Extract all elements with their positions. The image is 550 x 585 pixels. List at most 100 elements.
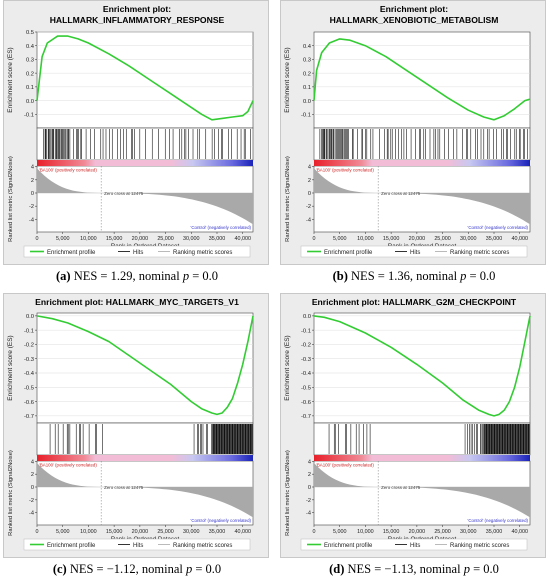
x-tick-label: 30,000 [460,529,477,535]
gsea-panel-b: Enrichment plot: HALLMARK_XENOBIOTIC_META… [277,0,550,292]
x-tick-label: 20,000 [409,529,426,535]
es-axis-label: Enrichment score (ES) [284,47,291,112]
panel-caption: (d) NES = −1.13, nominal p = 0.0 [277,559,550,579]
es-tick-label: 0.2 [26,71,34,77]
zero-cross-label: Zero cross at 12475 [381,485,421,490]
caption-nes: NES = 1.36, nominal [347,269,461,283]
es-tick-label: -0.7 [301,414,311,420]
es-tick-label: 0.3 [303,58,311,64]
x-tick-label: 15,000 [383,529,400,535]
legend-item-profile: Enrichment profile [324,543,373,549]
gsea-plot-svg: 0.5 0.4 0.3 0.2 0.1 0.0 -0.1 Enrichment score (… [7,30,254,258]
metric-tick-label: 2 [308,472,311,478]
es-tick-label: -0.2 [301,343,311,349]
metric-tick-label: 0 [308,485,311,491]
panel-caption: (a) NES = 1.29, nominal p = 0.0 [0,266,274,286]
legend-item-profile: Enrichment profile [47,543,96,549]
x-tick-label: 15,000 [383,236,400,242]
es-tick-label: -0.3 [24,357,34,363]
x-tick-label: 40,000 [234,236,251,242]
ranked-list-color-bar [37,455,253,461]
negatively-correlated-label: 'Control' (negatively correlated) [191,225,252,230]
es-tick-label: -0.7 [24,414,34,420]
x-tick-label: 35,000 [486,236,503,242]
metric-tick-label: 4 [31,165,34,171]
plot-title: Enrichment plot: [102,4,172,14]
metric-tick-label: -2 [306,498,311,504]
x-tick-label: 10,000 [357,529,374,535]
ranking-metric-area [37,168,253,225]
x-tick-label: 35,000 [209,529,226,535]
es-tick-label: 0.1 [303,85,311,91]
x-tick-label: 5,000 [333,236,347,242]
es-tick-label: 0.0 [303,314,311,320]
metric-tick-label: 2 [308,178,311,184]
es-plot-area [36,312,254,424]
positively-correlated-label: 'BA100' (positively correlated) [316,463,374,468]
ranked-list-color-bar [314,455,530,461]
es-tick-label: -0.1 [301,328,311,334]
x-tick-label: 40,000 [234,529,251,535]
caption-p-symbol: p [460,269,467,283]
metric-tick-label: -4 [306,511,311,517]
caption-p-symbol: p [186,562,193,576]
metric-tick-label: -2 [29,498,34,504]
es-tick-label: -0.2 [24,343,34,349]
x-tick-label: 5,000 [333,529,347,535]
metric-tick-label: 4 [31,459,34,465]
negatively-correlated-label: 'Control' (negatively correlated) [468,225,529,230]
metric-axis-label: Ranked list metric (Signal2Noise) [285,450,291,536]
caption-nes: NES = 1.29, nominal [70,269,183,283]
caption-p-symbol: p [182,269,190,283]
metric-tick-label: -2 [306,204,311,210]
legend-item-hits: Hits [133,250,143,256]
es-tick-label: -0.5 [24,385,34,391]
caption-label: (d) [329,562,345,576]
metric-axis-label: Ranked list metric (Signal2Noise) [285,156,291,242]
enrichment-profile-line [313,315,531,417]
x-tick-label: 25,000 [157,529,174,535]
x-tick-label: 20,000 [409,236,426,242]
legend-box [300,245,528,258]
plot-title: Enrichment plot: HALLMARK_MYC_TARGETS_V1 [35,297,239,307]
es-tick-label: -0.1 [24,112,34,118]
x-tick-label: 35,000 [209,236,226,242]
zero-cross-label: Zero cross at 12475 [104,191,144,196]
legend-item-hits: Hits [410,250,420,256]
x-tick-label: 0 [313,529,316,535]
plot-title: Enrichment plot: HALLMARK_G2M_CHECKPOINT [311,297,517,307]
plot-title: Enrichment plot: [379,4,449,14]
gsea-plot-svg: 0.0 -0.1 -0.2 -0.3 -0.4 -0.5 -0.6 -0.7 Enrichmen… [284,312,531,551]
metric-tick-label: 0 [308,191,311,197]
caption-p-value: = 0.0 [466,269,496,283]
caption-p-value: = 0.0 [192,562,222,576]
gsea-panel-a: Enrichment plot: HALLMARK_INFLAMMATORY_RE… [0,0,274,292]
ranking-metric-area [314,168,530,225]
x-tick-label: 15,000 [106,529,123,535]
gsea-panel-d: Enrichment plot: HALLMARK_G2M_CHECKPOINT… [277,293,550,585]
legend-item-metric: Ranking metric scores [173,250,232,256]
legend-box [23,245,251,258]
caption-label: (b) [332,269,348,283]
legend-box [23,538,251,551]
es-tick-label: -0.1 [24,328,34,334]
x-tick-label: 20,000 [132,236,149,242]
es-tick-label: -0.4 [24,371,35,377]
ranking-metric-area [37,463,253,518]
negatively-correlated-label: 'Control' (negatively correlated) [191,518,252,523]
x-tick-label: 25,000 [157,236,174,242]
legend-item-hits: Hits [133,543,143,549]
positively-correlated-label: 'BA100' (positively correlated) [39,463,97,468]
x-tick-label: 40,000 [511,529,527,535]
x-tick-label: 5,000 [56,529,70,535]
legend-item-metric: Ranking metric scores [173,543,232,549]
es-tick-label: 0.4 [26,44,35,50]
hits-area [313,127,531,161]
plot-title-gene-set: HALLMARK_INFLAMMATORY_RESPONSE [49,15,225,25]
caption-p-value: = 0.0 [469,562,499,576]
es-tick-label: 0.5 [26,30,34,36]
caption-p-symbol: p [463,562,470,576]
metric-tick-label: -2 [29,204,34,210]
x-tick-label: 5,000 [56,236,70,242]
es-axis-label: Enrichment score (ES) [7,47,14,112]
